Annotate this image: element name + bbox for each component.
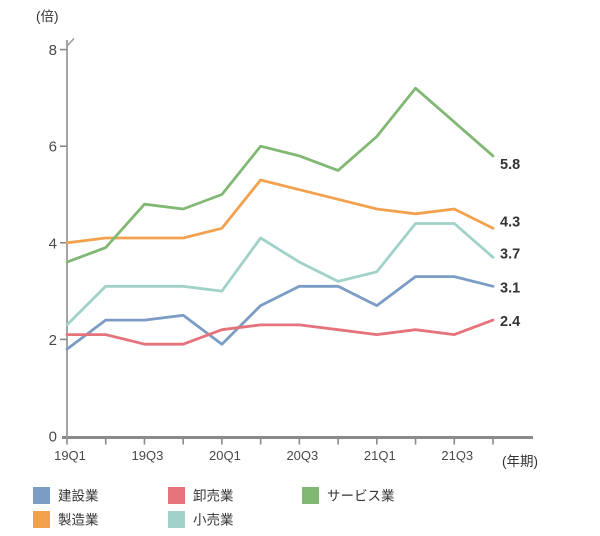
legend-swatch xyxy=(302,487,319,504)
y-tick-label: 8 xyxy=(49,42,57,59)
x-tick-label: 20Q3 xyxy=(286,448,318,463)
legend-label: 卸売業 xyxy=(193,489,234,504)
x-axis-title: (年期) xyxy=(502,454,538,469)
x-tick-label: 20Q1 xyxy=(209,448,241,463)
legend-label: 製造業 xyxy=(58,513,99,528)
y-tick-label: 4 xyxy=(49,235,57,252)
end-value-label: 3.1 xyxy=(500,280,520,296)
series-line xyxy=(65,318,495,346)
legend-label: 小売業 xyxy=(193,513,234,528)
y-tick-label: 6 xyxy=(49,139,57,156)
legend-item: サービス業 xyxy=(302,487,395,504)
y-tick-label: 2 xyxy=(49,332,57,349)
end-value-label: 2.4 xyxy=(500,314,520,330)
legend-item: 卸売業 xyxy=(168,487,234,504)
y-axis-title: (倍) xyxy=(36,9,59,24)
series-line xyxy=(65,222,495,327)
series-line xyxy=(65,86,495,264)
series-line xyxy=(65,275,495,351)
legend-swatch xyxy=(33,487,50,504)
legend-swatch xyxy=(33,511,50,528)
end-value-label: 4.3 xyxy=(500,214,520,230)
legend-label: サービス業 xyxy=(327,489,395,504)
legend-label: 建設業 xyxy=(58,489,99,504)
legend-item: 小売業 xyxy=(168,511,234,528)
series-line xyxy=(65,178,495,245)
x-tick-label: 21Q3 xyxy=(441,448,473,463)
legend-item: 製造業 xyxy=(33,511,99,528)
end-value-label: 3.7 xyxy=(500,246,520,262)
x-tick-label: 19Q3 xyxy=(132,448,164,463)
legend-item: 建設業 xyxy=(33,487,99,504)
x-tick-label: 19Q1 xyxy=(54,448,86,463)
legend-swatch xyxy=(168,487,185,504)
end-value-label: 5.8 xyxy=(500,157,520,173)
y-tick-label: 0 xyxy=(49,429,57,446)
legend-swatch xyxy=(168,511,185,528)
x-tick-label: 21Q1 xyxy=(364,448,396,463)
y-axis-arrow-icon xyxy=(66,37,75,47)
